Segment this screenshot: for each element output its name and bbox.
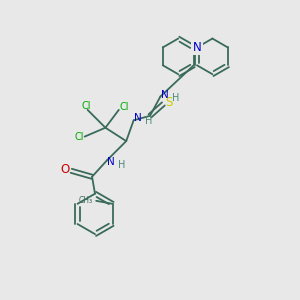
Text: Cl: Cl [74, 132, 84, 142]
Text: CH₃: CH₃ [79, 196, 93, 205]
Text: N: N [134, 113, 142, 123]
Text: H: H [118, 160, 125, 170]
Text: H: H [145, 116, 152, 126]
Text: Cl: Cl [119, 102, 129, 112]
Text: H: H [172, 93, 179, 103]
Text: Cl: Cl [81, 101, 91, 111]
Text: S: S [166, 96, 173, 109]
Text: N: N [193, 41, 201, 54]
Text: N: N [161, 90, 169, 100]
Text: O: O [60, 163, 69, 176]
Text: N: N [107, 157, 115, 167]
